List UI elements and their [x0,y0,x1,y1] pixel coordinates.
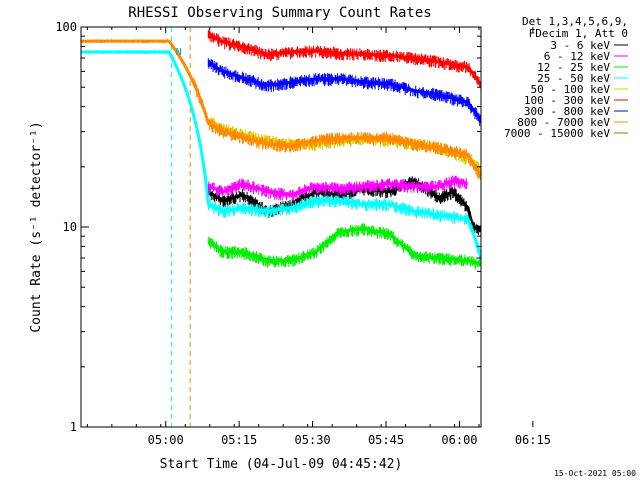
legend-header: FDecim 1, Att 0 [529,27,628,40]
series-line [207,116,481,176]
legend-entry-label: 6 - 12 keV [544,50,611,63]
series-line [207,223,481,270]
series-line [207,29,481,91]
footer-date: 15-Oct-2021 05:00 [554,469,636,478]
y-tick-label: 1 [70,420,77,434]
x-tick-label: 05:15 [221,433,257,447]
legend-entry-label: 25 - 50 keV [537,72,610,85]
legend-entry-label: 12 - 25 keV [537,61,610,74]
series-line [81,50,481,266]
series-line [81,39,481,183]
y-axis-title: Count Rate (s⁻¹ detector⁻¹) [29,121,44,332]
series-line [207,175,468,202]
x-tick-label: 05:30 [295,433,331,447]
y-tick-label: 100 [55,20,77,34]
x-tick-label: 05:00 [148,433,184,447]
chart-title: RHESSI Observing Summary Count Rates [128,5,431,21]
chart-axes: 05:00 05:15 05:30 05:45 06:00 06:15 1 10 100 [55,20,551,447]
legend-entry-label: 3 - 6 keV [550,39,610,52]
legend-entry-label: 800 - 7000 keV [517,116,610,129]
series-line [207,58,481,126]
y-tick-label: 10 [63,220,77,234]
legend-entry-label: 300 - 800 keV [524,105,610,118]
legend: Det 1,3,4,5,6,9,FDecim 1, Att 03 - 6 keV… [504,15,628,140]
flag-label: N [176,47,182,58]
legend-entry-label: 100 - 300 keV [524,94,610,107]
legend-entry-label: 50 - 100 keV [531,83,611,96]
x-axis-title: Start Time (04-Jul-09 04:45:42) [160,457,403,472]
legend-entry-label: 7000 - 15000 keV [504,127,610,140]
legend-header: Det 1,3,4,5,6,9, [522,15,628,28]
x-tick-label: 06:00 [441,433,477,447]
series-group [81,27,481,427]
chart-marks: N [81,27,481,427]
x-tick-label: 05:45 [368,433,404,447]
x-tick-label: 06:15 [515,433,551,447]
